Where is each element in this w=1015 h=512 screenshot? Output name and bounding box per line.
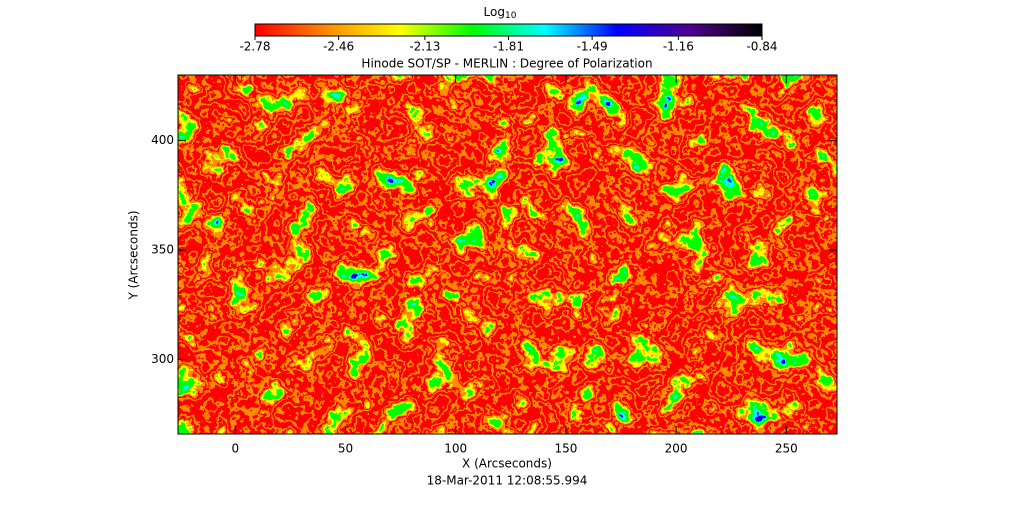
x-tick-label: 0: [231, 442, 239, 456]
colorbar-tick-label: -2.13: [409, 40, 440, 54]
colorbar-label: Log10: [484, 5, 517, 21]
polarization-map: [178, 75, 837, 434]
colorbar-label-text: Log: [484, 5, 505, 19]
x-tick-label: 250: [775, 442, 798, 456]
colorbar-tick-label: -2.78: [239, 40, 270, 54]
x-tick-label: 150: [554, 442, 577, 456]
colorbar-tick-label: -1.16: [663, 40, 694, 54]
x-tick-label: 50: [338, 442, 353, 456]
y-tick-label: 400: [151, 133, 174, 147]
plot-frame: [177, 74, 838, 435]
y-axis-label: Y (Arcseconds): [127, 210, 141, 300]
colorbar: [254, 23, 763, 37]
x-tick-label: 200: [665, 442, 688, 456]
colorbar-tick-label: -1.81: [493, 40, 524, 54]
y-tick-label: 350: [151, 243, 174, 257]
colorbar-tick-label: -2.46: [323, 40, 354, 54]
y-tick-label: 300: [151, 352, 174, 366]
x-axis-label: X (Arcseconds): [462, 457, 552, 471]
chart-title: Hinode SOT/SP - MERLIN : Degree of Polar…: [361, 57, 652, 71]
colorbar-tick-label: -1.49: [577, 40, 608, 54]
colorbar-tick-label: -0.84: [746, 40, 777, 54]
colorbar-label-subscript: 10: [505, 11, 517, 21]
x-tick-label: 100: [444, 442, 467, 456]
timestamp: 18-Mar-2011 12:08:55.994: [427, 474, 588, 488]
